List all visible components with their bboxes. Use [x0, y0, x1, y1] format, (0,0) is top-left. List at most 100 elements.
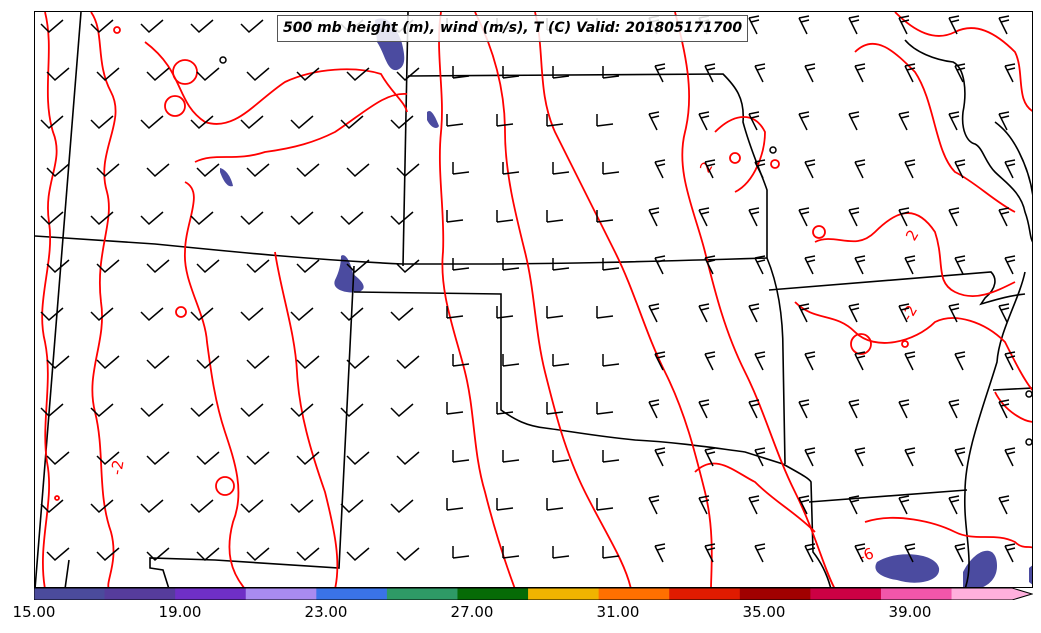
wind-barb	[46, 163, 70, 178]
wind-barb	[452, 162, 470, 175]
wind-barb	[452, 258, 470, 271]
wind-barb	[452, 546, 470, 559]
wind-barb	[346, 163, 370, 178]
wind-barb	[196, 451, 220, 466]
wind-barb	[848, 303, 860, 323]
wind-barb	[898, 111, 910, 131]
wind-barb	[904, 159, 916, 179]
wind-barb	[96, 547, 120, 562]
wind-barb	[90, 403, 114, 418]
wind-barb	[954, 351, 966, 371]
wind-barb	[546, 498, 564, 511]
wind-barb	[552, 162, 570, 175]
wind-barb	[602, 162, 620, 175]
wind-barb	[798, 111, 810, 131]
wind-barb	[390, 115, 414, 130]
wind-barb	[46, 355, 70, 370]
wind-barb	[596, 498, 614, 511]
wind-barb	[954, 255, 966, 275]
wind-barb	[446, 306, 464, 319]
wind-barb	[146, 547, 170, 562]
wind-barb	[654, 255, 666, 275]
wind-barb	[90, 115, 114, 130]
wind-barb	[1004, 447, 1016, 467]
wind-barb	[296, 547, 320, 562]
wind-barb	[190, 19, 214, 34]
wind-barb	[140, 211, 164, 226]
colorbar-tick-label: 27.00	[450, 603, 494, 621]
wind-barb	[754, 447, 766, 467]
wind-barb	[848, 399, 860, 419]
wind-barb	[140, 115, 164, 130]
wind-barb	[340, 307, 364, 322]
colorbar-segment	[951, 588, 1033, 600]
wind-barb	[246, 259, 270, 274]
wind-barb	[552, 66, 570, 79]
wind-barb	[346, 451, 370, 466]
wind-barb	[804, 543, 816, 563]
wind-barb	[496, 498, 514, 511]
wind-barb	[546, 306, 564, 319]
wind-barb	[546, 114, 564, 127]
wind-barb	[998, 303, 1010, 323]
colorbar-tick-label: 39.00	[888, 603, 932, 621]
wind-barb	[898, 495, 910, 515]
wind-barb	[654, 351, 666, 371]
wind-barb	[1004, 63, 1016, 83]
wind-barb	[502, 354, 520, 367]
wind-barb	[146, 451, 170, 466]
wind-barb	[190, 403, 214, 418]
wind-barb	[40, 403, 64, 418]
wind-barb	[140, 307, 164, 322]
wind-barb	[546, 402, 564, 415]
wind-barb	[648, 303, 660, 323]
wind-barb	[854, 255, 866, 275]
wind-barb	[998, 495, 1010, 515]
wind-barb	[1004, 543, 1016, 563]
colorbar-segment	[598, 588, 670, 600]
colorbar-segment	[810, 588, 882, 600]
wind-barb	[704, 543, 716, 563]
wind-barb	[854, 543, 866, 563]
wind-barb	[446, 402, 464, 415]
wind-barb	[90, 19, 114, 34]
wind-barb	[90, 307, 114, 322]
colorbar-tick-label: 19.00	[158, 603, 202, 621]
wind-barb	[452, 354, 470, 367]
wind-barb	[446, 114, 464, 127]
wind-barb	[496, 402, 514, 415]
wind-barb	[698, 111, 710, 131]
wind-barb	[246, 163, 270, 178]
wind-barb	[346, 259, 370, 274]
wind-barb	[290, 499, 314, 514]
colorbar-segment	[880, 588, 953, 600]
wind-barb	[496, 210, 514, 223]
wind-barb	[602, 66, 620, 79]
wind-barb	[40, 499, 64, 514]
wind-barb	[602, 354, 620, 367]
wind-barb	[848, 207, 860, 227]
wind-barb	[196, 259, 220, 274]
wind-barb	[140, 499, 164, 514]
wind-barb	[754, 543, 766, 563]
wind-barb	[704, 159, 716, 179]
wind-barb	[904, 543, 916, 563]
colorbar	[34, 588, 1033, 600]
wind-barb	[246, 355, 270, 370]
wind-barb	[898, 399, 910, 419]
wind-barb	[296, 355, 320, 370]
wind-barb	[704, 63, 716, 83]
wind-barb	[904, 447, 916, 467]
colorbar-segment	[386, 588, 458, 600]
wind-barb	[96, 259, 120, 274]
wind-barb	[854, 159, 866, 179]
wind-barb	[804, 159, 816, 179]
wind-barb	[998, 399, 1010, 419]
wind-barb	[654, 63, 666, 83]
wind-barb	[96, 355, 120, 370]
wind-barb	[954, 159, 966, 179]
wind-barb	[654, 159, 666, 179]
wind-barb	[146, 67, 170, 82]
wind-barb	[146, 355, 170, 370]
wind-barb	[904, 351, 916, 371]
